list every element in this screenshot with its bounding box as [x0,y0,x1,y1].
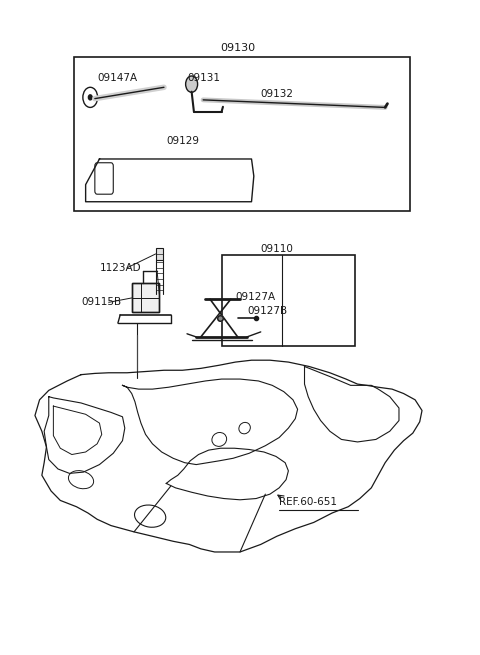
Bar [74,57,410,211]
Bar [132,284,159,312]
Bar [132,284,159,312]
Circle shape [88,95,92,100]
Text: REF.60-651: REF.60-651 [279,497,337,508]
Text: 09127B: 09127B [247,305,287,316]
Text: 09127A: 09127A [235,292,276,303]
Text: 09132: 09132 [261,88,294,99]
Text: 09129: 09129 [166,136,199,146]
Text: 09131: 09131 [187,73,220,83]
Bar [156,248,163,259]
Text: 09115B: 09115B [81,297,121,307]
Text: 09110: 09110 [261,244,294,254]
Text: 09147A: 09147A [97,73,137,83]
Circle shape [186,76,198,92]
Text: 1123AD: 1123AD [99,263,141,272]
Text: 09130: 09130 [220,43,255,52]
Bar [222,255,355,346]
